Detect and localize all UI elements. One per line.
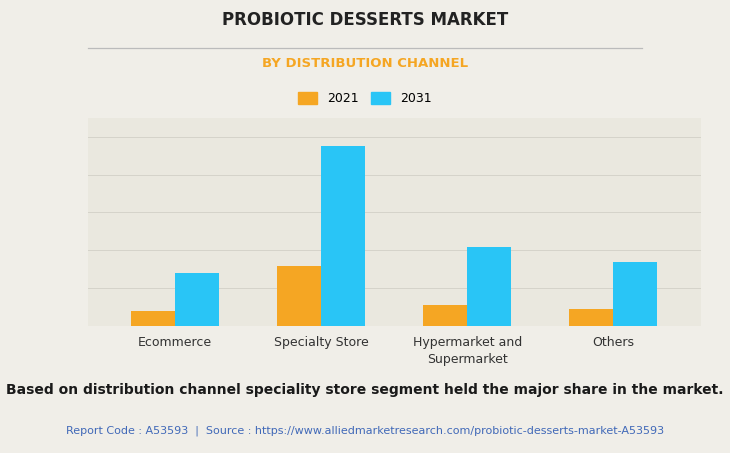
Text: Report Code : A53593  |  Source : https://www.alliedmarketresearch.com/probiotic: Report Code : A53593 | Source : https://… — [66, 426, 664, 436]
Bar — [423, 305, 467, 326]
Text: BY DISTRIBUTION CHANNEL: BY DISTRIBUTION CHANNEL — [262, 57, 468, 70]
Text: Based on distribution channel speciality store segment held the major share in t: Based on distribution channel speciality… — [7, 383, 723, 397]
Bar — [467, 246, 511, 326]
Bar — [613, 262, 657, 326]
Bar — [569, 309, 613, 326]
Bar — [175, 273, 219, 326]
Text: PROBIOTIC DESSERTS MARKET: PROBIOTIC DESSERTS MARKET — [222, 11, 508, 29]
Bar — [321, 146, 365, 326]
Bar — [131, 311, 175, 326]
Bar — [277, 265, 321, 326]
Legend: 2021, 2031: 2021, 2031 — [295, 88, 435, 109]
